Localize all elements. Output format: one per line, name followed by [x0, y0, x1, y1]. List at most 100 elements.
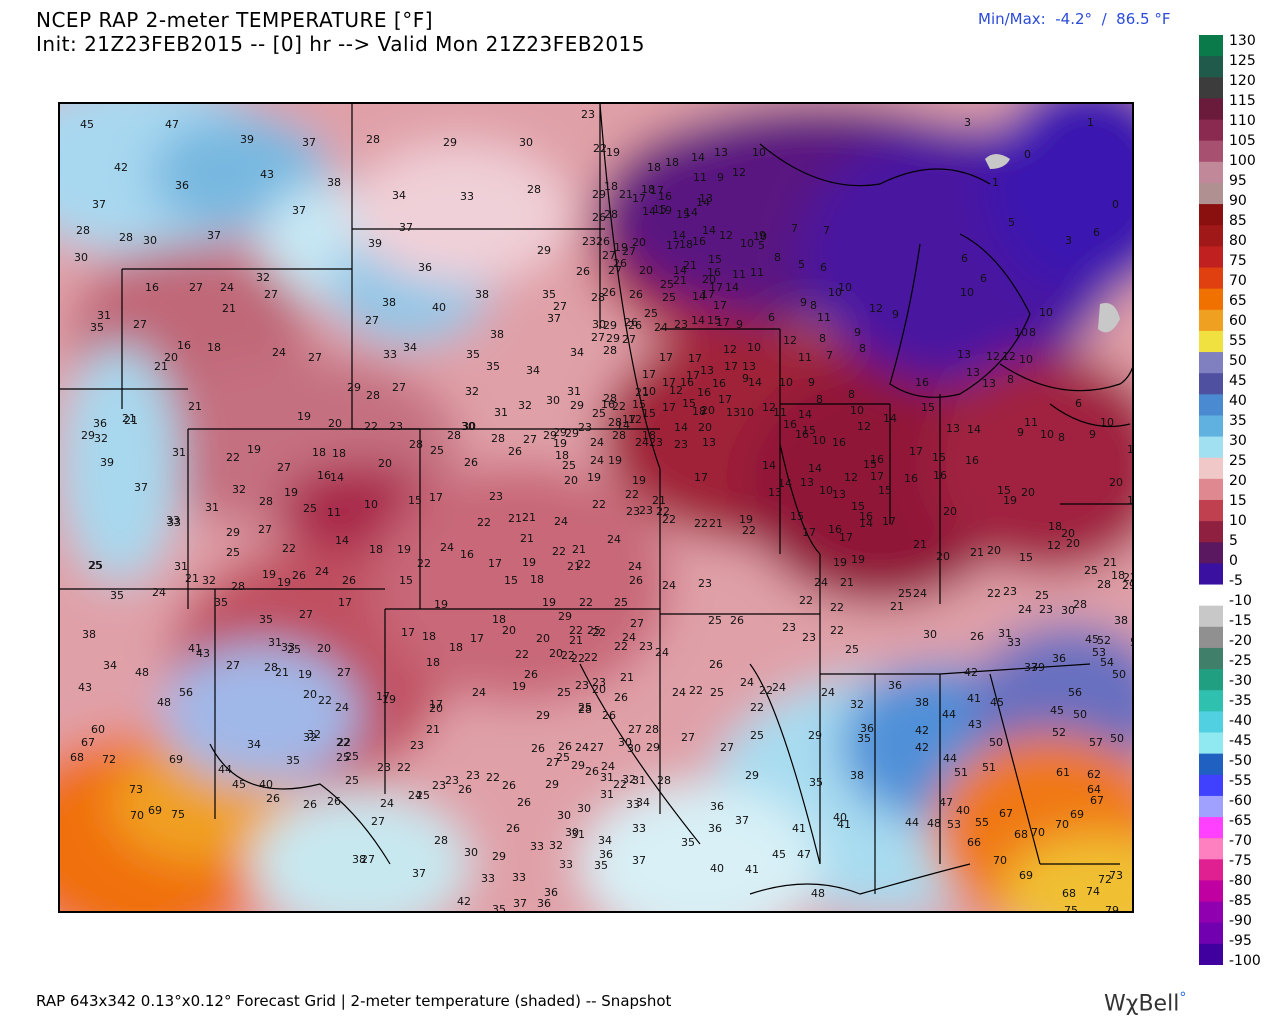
- station-temperature: 31: [571, 828, 585, 841]
- station-temperature: 15: [653, 203, 667, 216]
- station-temperature: 23: [649, 436, 663, 449]
- station-temperature: 26: [558, 740, 572, 753]
- station-temperature: 29: [536, 709, 550, 722]
- station-temperature: 37: [513, 897, 527, 910]
- station-temperature: 27: [720, 741, 734, 754]
- station-temperature: 17: [662, 401, 676, 414]
- station-temperature: 42: [915, 741, 929, 754]
- station-temperature: 30: [143, 234, 157, 247]
- station-temperature: 33: [530, 840, 544, 853]
- station-temperature: 20: [1109, 476, 1123, 489]
- station-temperature: 23: [674, 318, 688, 331]
- station-temperature: 27: [392, 381, 406, 394]
- station-temperature: 17: [376, 690, 390, 703]
- station-temperature: 22: [987, 587, 1001, 600]
- station-temperature: 22: [612, 400, 626, 413]
- color-bar-swatch: [1199, 880, 1223, 903]
- station-temperature: 16: [460, 548, 474, 561]
- station-temperature: 10: [364, 498, 378, 511]
- station-temperature: 38: [915, 696, 929, 709]
- station-temperature: 30: [546, 394, 560, 407]
- station-temperature: 22: [662, 513, 676, 526]
- station-temperature: 67: [1090, 794, 1104, 807]
- color-bar-swatch: [1199, 478, 1223, 501]
- station-temperature: 19: [614, 241, 628, 254]
- color-bar-swatch: [1199, 542, 1223, 565]
- station-temperature: 16: [965, 454, 979, 467]
- station-temperature: 30: [923, 628, 937, 641]
- station-temperature: 29: [347, 381, 361, 394]
- station-temperature: 37: [1024, 661, 1038, 674]
- station-temperature: 22: [742, 524, 756, 537]
- station-temperature: 6: [1075, 397, 1082, 410]
- color-bar-swatch: [1199, 521, 1223, 543]
- station-temperature: 16: [832, 436, 846, 449]
- station-temperature: 17: [713, 299, 727, 312]
- station-temperature: 32: [518, 399, 532, 412]
- station-temperature: 36: [708, 822, 722, 835]
- station-temperature: 34: [526, 364, 540, 377]
- station-temperature: 19: [606, 146, 620, 159]
- station-temperature: 30: [627, 742, 641, 755]
- station-temperature: 41: [792, 822, 806, 835]
- station-temperature: 20: [632, 236, 646, 249]
- station-temperature: 10: [838, 281, 852, 294]
- station-temperature: 26: [502, 779, 516, 792]
- station-temperature: 15: [682, 397, 696, 410]
- station-temperature: 39: [240, 133, 254, 146]
- station-temperature: 25: [587, 624, 601, 637]
- station-temperature: 29: [1122, 579, 1134, 592]
- station-temperature: 12: [869, 302, 883, 315]
- station-temperature: 25: [1035, 589, 1049, 602]
- station-temperature: 16: [692, 235, 706, 248]
- station-temperature: 24: [152, 586, 166, 599]
- station-temperature: 27: [622, 333, 636, 346]
- station-temperature: 10: [779, 376, 793, 389]
- station-temperature: 39: [368, 237, 382, 250]
- station-temperature: 22: [592, 498, 606, 511]
- temperature-color-bar: [1199, 35, 1223, 966]
- station-temperature: 12: [1047, 539, 1061, 552]
- station-temperature: 27: [591, 331, 605, 344]
- station-temperature: 23: [1003, 585, 1017, 598]
- station-temperature: 23: [782, 621, 796, 634]
- station-temperature: 30: [519, 136, 533, 149]
- station-temperature: 23: [432, 779, 446, 792]
- station-temperature: 12: [669, 384, 683, 397]
- station-temperature: 45: [990, 696, 1004, 709]
- station-temperature: 37: [412, 867, 426, 880]
- color-bar-tick-label: 40: [1229, 393, 1247, 409]
- station-temperature: 26: [602, 286, 616, 299]
- station-temperature: 43: [196, 647, 210, 660]
- color-bar-swatch: [1199, 267, 1223, 290]
- station-temperature: 56: [179, 686, 193, 699]
- color-bar-tick-label: 125: [1229, 53, 1256, 69]
- station-temperature: 23: [575, 679, 589, 692]
- station-temperature: 13: [946, 422, 960, 435]
- station-temperature: 24: [740, 676, 754, 689]
- station-temperature: 22: [694, 517, 708, 530]
- station-temperature: 12: [986, 350, 1000, 363]
- station-temperature: 20: [328, 417, 342, 430]
- station-temperature: 23: [578, 421, 592, 434]
- station-temperature: 33: [281, 641, 295, 654]
- station-temperature: 13: [742, 360, 756, 373]
- station-temperature: 28: [591, 291, 605, 304]
- color-bar-tick-label: -100: [1229, 953, 1261, 969]
- station-temperature: 17: [470, 632, 484, 645]
- station-temperature: 32: [256, 271, 270, 284]
- station-temperature: 18: [422, 630, 436, 643]
- color-bar-swatch: [1199, 922, 1223, 945]
- station-temperature: 20: [549, 647, 563, 660]
- station-temperature: 23: [581, 108, 595, 121]
- station-temperature: 10: [1040, 428, 1054, 441]
- station-temperature: 22: [282, 542, 296, 555]
- station-temperature: 70: [1055, 818, 1069, 831]
- station-temperature: 54: [1100, 656, 1114, 669]
- station-temperature: 28: [409, 438, 423, 451]
- station-temperature: 26: [506, 822, 520, 835]
- station-temperature: 48: [811, 887, 825, 900]
- station-temperature: 13: [768, 486, 782, 499]
- station-temperature: 12: [1002, 350, 1016, 363]
- station-temperature: 37: [134, 481, 148, 494]
